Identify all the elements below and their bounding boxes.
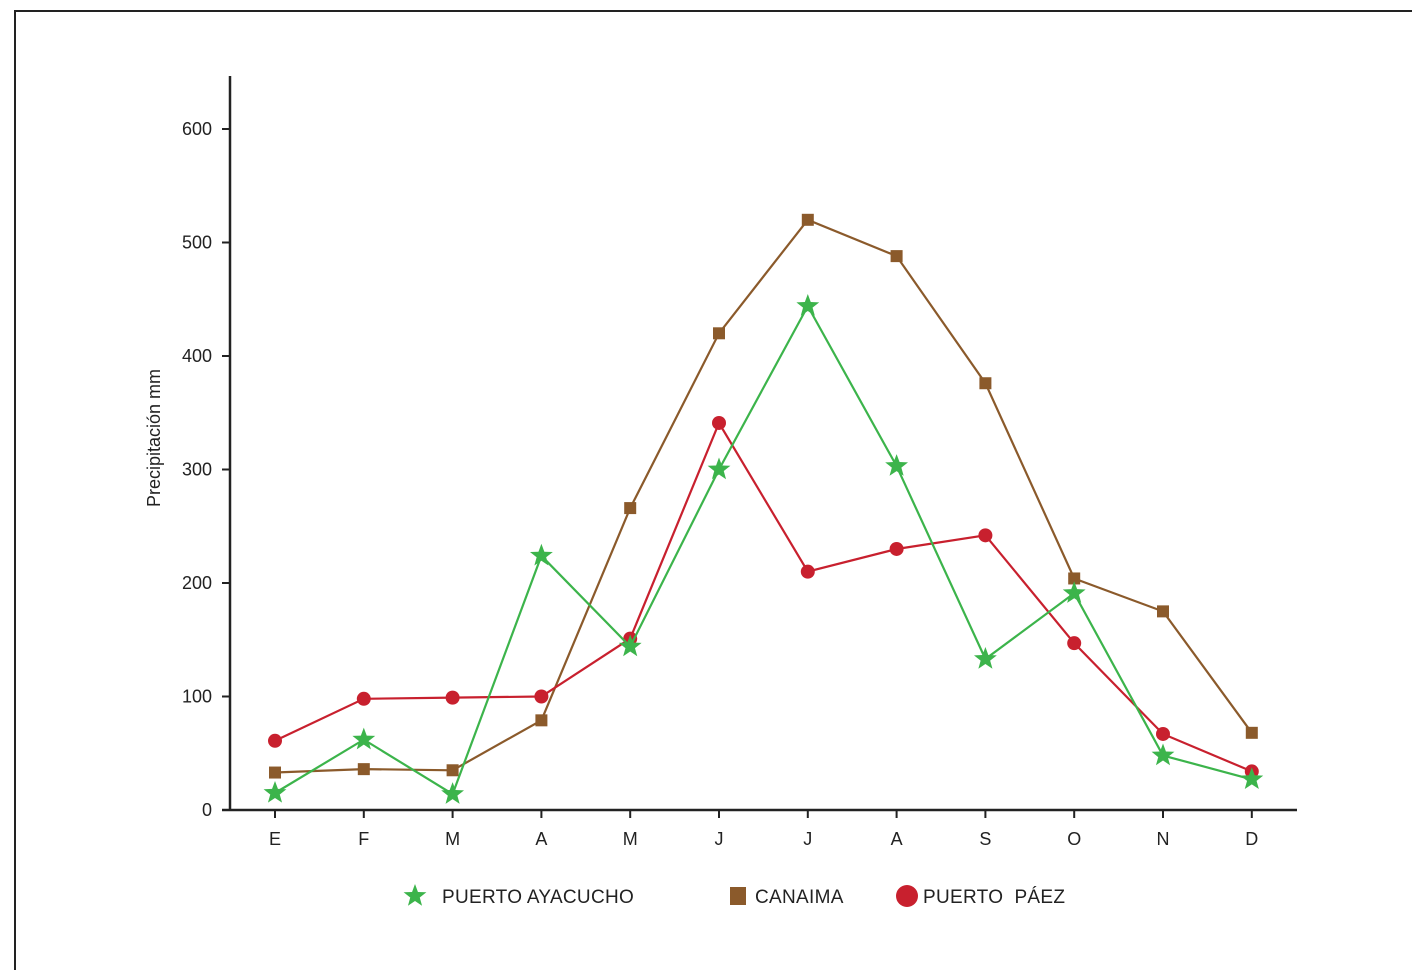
data-point-puerto-ayacucho xyxy=(796,294,820,316)
y-axis-title: Precipitación mm xyxy=(144,369,164,507)
axes: 0 100 200 300 400 500 600 E F M A M J J A S O N D xyxy=(182,76,1297,849)
y-tick-label: 500 xyxy=(182,233,212,253)
data-point-canaima xyxy=(890,250,903,263)
data-point-canaima xyxy=(535,714,548,727)
data-point-puerto-p-ez xyxy=(534,689,549,704)
data-point-puerto-ayacucho xyxy=(885,454,909,476)
data-point-puerto-ayacucho xyxy=(352,727,376,750)
data-point-canaima xyxy=(1157,605,1169,618)
legend-marker-puerto-p-ez xyxy=(896,885,918,907)
x-tick-label: J xyxy=(803,829,812,849)
data-point-canaima xyxy=(357,763,370,776)
data-point-canaima xyxy=(624,502,637,515)
data-point-canaima xyxy=(446,764,459,777)
x-tick-label: S xyxy=(979,829,991,849)
y-tick-label: 0 xyxy=(202,800,212,820)
x-tick-label: D xyxy=(1245,829,1258,849)
y-axis-title-group: Precipitación mm xyxy=(144,369,164,507)
data-point-puerto-p-ez xyxy=(978,528,993,543)
x-tick-label: A xyxy=(535,829,547,849)
y-tick-label: 600 xyxy=(182,119,212,139)
series-line-canaima xyxy=(274,218,1253,774)
data-point-puerto-p-ez xyxy=(800,564,815,579)
data-point-puerto-ayacucho xyxy=(529,543,553,566)
data-point-puerto-p-ez xyxy=(712,415,726,430)
x-tick-label: M xyxy=(445,829,460,849)
y-tick-label: 200 xyxy=(182,573,212,593)
x-tick-label: E xyxy=(269,829,281,849)
legend-label-puerto-ayacucho: PUERTO AYACUCHO xyxy=(442,887,634,908)
data-point-puerto-ayacucho xyxy=(707,457,731,480)
data-point-canaima xyxy=(269,766,281,779)
x-tick-label: F xyxy=(358,829,369,849)
data-point-puerto-ayacucho xyxy=(263,780,287,803)
data-point-puerto-ayacucho xyxy=(618,634,642,657)
series-group xyxy=(263,213,1264,804)
legend-label-puerto-p-ez: PUERTO PÁEZ xyxy=(923,887,1065,908)
legend-marker-puerto-ayacucho xyxy=(403,884,427,906)
data-point-puerto-p-ez xyxy=(1156,726,1170,741)
x-tick-label: N xyxy=(1157,829,1170,849)
data-point-canaima xyxy=(1068,572,1081,585)
data-point-canaima xyxy=(979,377,992,390)
data-point-puerto-ayacucho xyxy=(1062,581,1086,603)
data-point-canaima xyxy=(713,327,725,340)
legend-marker-canaima xyxy=(730,887,746,905)
series-puerto-p-ez xyxy=(268,415,1259,779)
data-point-canaima xyxy=(1245,726,1258,739)
y-tick-label: 300 xyxy=(182,460,212,480)
data-point-puerto-p-ez xyxy=(445,690,460,705)
data-point-puerto-ayacucho xyxy=(973,647,997,669)
data-point-puerto-p-ez xyxy=(356,691,371,706)
x-tick-label: J xyxy=(715,829,724,849)
x-tick-label: M xyxy=(623,829,638,849)
x-tick-label: A xyxy=(891,829,903,849)
legend: PUERTO AYACUCHO CANAIMA PUERTO PÁEZ xyxy=(403,884,1065,908)
series-line-puerto-p-ez xyxy=(274,420,1253,773)
series-puerto-ayacucho xyxy=(263,294,1264,804)
data-point-canaima xyxy=(801,213,814,226)
series-line-puerto-ayacucho xyxy=(274,303,1253,796)
series-canaima xyxy=(269,213,1258,779)
legend-label-canaima: CANAIMA xyxy=(755,887,844,908)
data-point-puerto-p-ez xyxy=(268,733,282,748)
data-point-puerto-ayacucho xyxy=(1151,743,1175,766)
x-tick-label: O xyxy=(1067,829,1081,849)
data-point-puerto-p-ez xyxy=(889,541,904,556)
y-tick-label: 400 xyxy=(182,346,212,366)
y-tick-label: 100 xyxy=(182,687,212,707)
data-point-puerto-ayacucho xyxy=(1240,767,1264,790)
data-point-puerto-p-ez xyxy=(1067,636,1082,651)
data-point-puerto-ayacucho xyxy=(441,782,465,804)
